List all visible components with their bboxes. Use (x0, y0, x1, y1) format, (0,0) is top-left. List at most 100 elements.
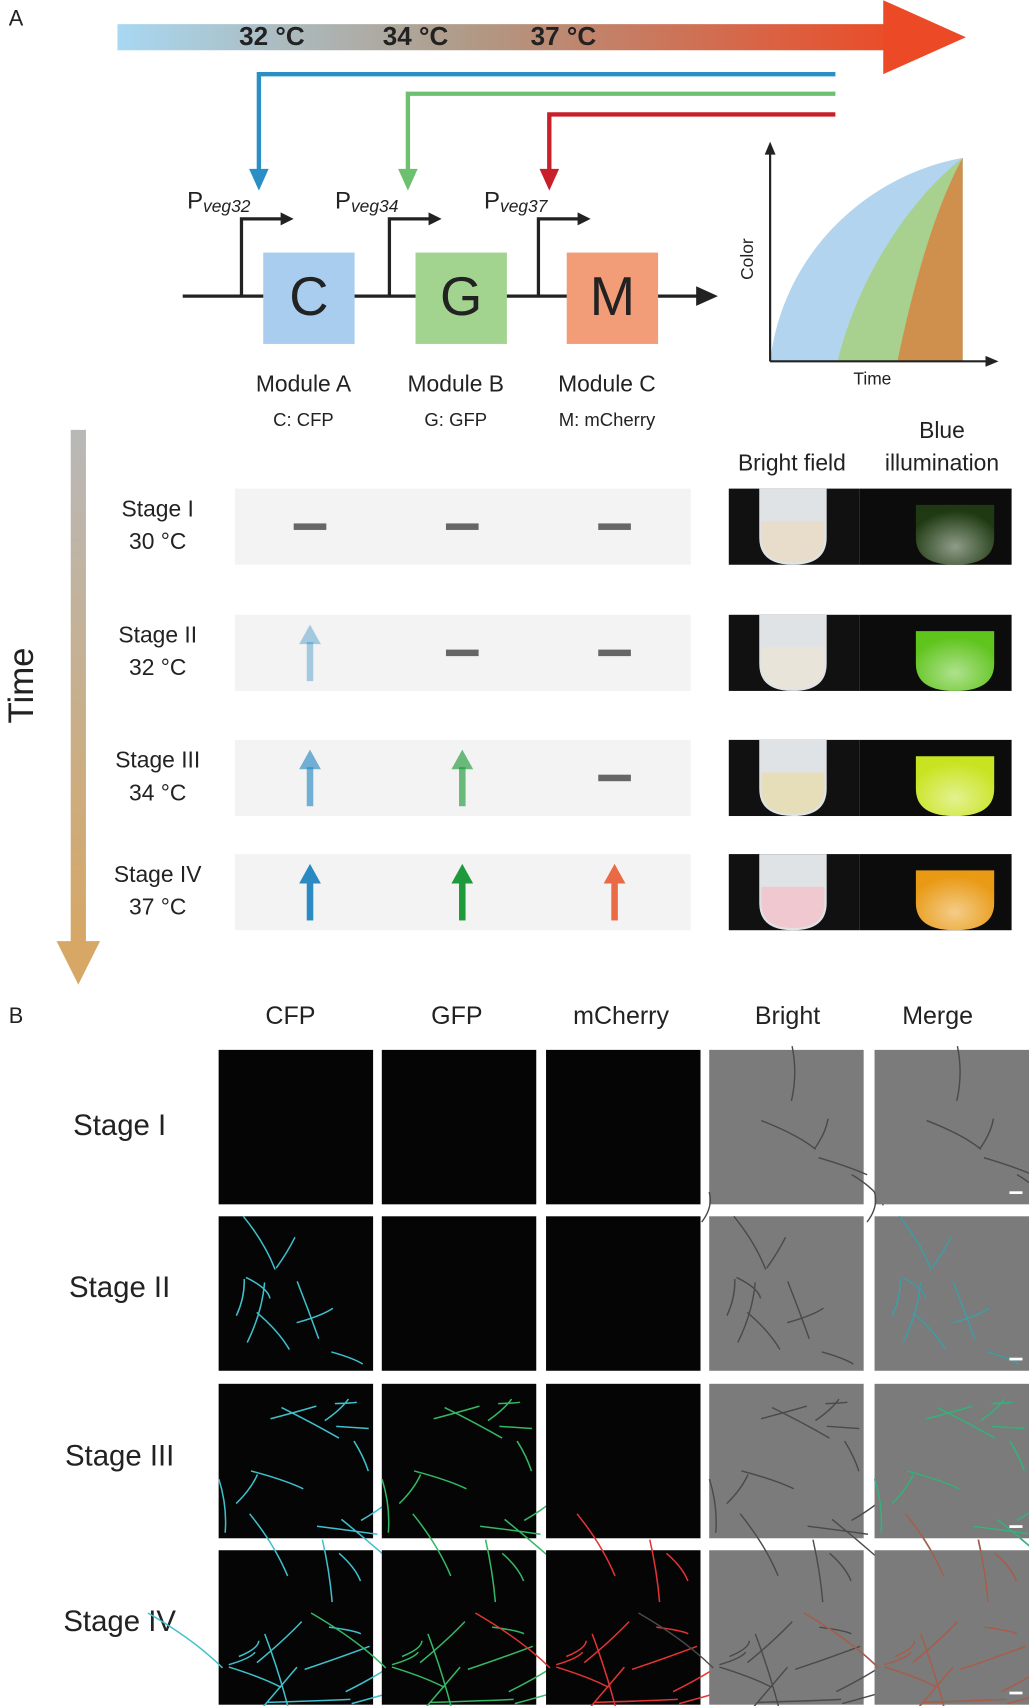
inset-axes (769, 152, 990, 363)
no-change (445, 523, 479, 530)
promoter-label: Pveg34 (335, 188, 399, 216)
inset-y-label: Color (737, 238, 757, 280)
module-letter: G (440, 266, 482, 327)
temperature-arrowhead (883, 0, 966, 75)
row-label: Stage IV (63, 1605, 176, 1638)
promoter (387, 217, 431, 297)
temperature-bar (117, 24, 901, 51)
tube-contents (761, 521, 825, 563)
backbone-arrowhead (696, 286, 718, 306)
micrograph (474, 1513, 772, 1706)
promoter (239, 217, 283, 297)
tube-glow-highlight (915, 870, 995, 931)
no-change (445, 649, 479, 657)
filaments-bright (701, 1046, 884, 1223)
increase-arrow (306, 767, 314, 807)
module-description: M: mCherry (559, 409, 656, 430)
micrograph (381, 1216, 537, 1371)
module-name: Module A (256, 370, 352, 396)
module-description: C: CFP (273, 409, 334, 430)
filaments-fluorescent (891, 1215, 1020, 1365)
increase-arrowhead (451, 749, 474, 770)
promoter-label: Pveg32 (187, 188, 251, 216)
stage-name: Stage I (122, 495, 194, 521)
stage-temperature: 37 °C (129, 894, 186, 920)
no-change (598, 523, 631, 530)
micrograph-background (709, 1049, 864, 1205)
micrograph (218, 1215, 374, 1371)
promoter-arrowhead (428, 212, 442, 226)
filaments-fluorescent (803, 1513, 1029, 1706)
micrograph (218, 1383, 409, 1557)
micrograph-background (381, 1216, 537, 1371)
inset-x-label: Time (853, 368, 891, 388)
module-box (566, 252, 659, 344)
column-header: GFP (431, 1002, 482, 1030)
tube-glow-highlight (915, 631, 995, 691)
micrograph (218, 1049, 374, 1205)
filaments-fluorescent (235, 1215, 364, 1365)
stage-temperature: 32 °C (129, 654, 186, 680)
temperature-label: 37 °C (531, 21, 597, 51)
micrograph (638, 1513, 936, 1706)
stage-temperature: 30 °C (129, 528, 186, 554)
row-label: Stage II (69, 1271, 170, 1304)
module-name: Module C (558, 370, 656, 396)
photo-header: illumination (885, 450, 999, 476)
increase-arrowhead (299, 749, 321, 770)
micrograph-background (381, 1049, 537, 1205)
micrograph-background (218, 1216, 374, 1371)
micrograph-background (218, 1383, 374, 1539)
induction-arrowhead (398, 168, 418, 191)
promoter (536, 217, 580, 297)
micrograph-background (546, 1216, 701, 1371)
tube-contents (761, 886, 825, 929)
increase-arrow (459, 767, 466, 807)
promoter-arrowhead (280, 212, 294, 226)
module-letter: M (590, 266, 635, 327)
promoter-main: P (187, 188, 203, 215)
time-arrow (70, 429, 86, 947)
increase-arrowhead (451, 863, 474, 884)
micrograph-background (546, 1383, 701, 1539)
temperature-label: 32 °C (239, 21, 305, 51)
filaments-fluorescent (874, 1398, 1029, 1547)
promoter-label: Pveg37 (484, 188, 549, 216)
scale-bar (1009, 1691, 1023, 1695)
panel-label: B (9, 1003, 24, 1028)
promoter-main: P (484, 188, 500, 215)
column-header: Bright (755, 1002, 820, 1030)
module-name: Module B (408, 370, 504, 396)
column-header: Merge (902, 1002, 973, 1030)
micrograph (708, 1383, 899, 1557)
time-arrowhead (56, 941, 101, 985)
inset-axis-arrow (985, 355, 999, 367)
no-change (598, 774, 631, 782)
scale-bar (1009, 1191, 1023, 1195)
temperature-label: 34 °C (383, 21, 449, 51)
induction-arrowhead (539, 168, 560, 191)
no-change (293, 523, 327, 530)
increase-arrow (306, 881, 314, 921)
micrograph (866, 1046, 1029, 1223)
micrograph (874, 1383, 1029, 1547)
column-header: CFP (265, 1002, 315, 1030)
induction-arrowhead (249, 168, 269, 191)
tube-contents (761, 772, 825, 814)
increase-arrowhead (299, 624, 321, 645)
time-label: Time (2, 647, 41, 723)
micrograph (310, 1513, 608, 1706)
inset-area-mcherry (897, 157, 963, 362)
row-label: Stage III (65, 1440, 174, 1473)
promoter-sub: veg32 (203, 195, 251, 215)
module-letter: C (289, 266, 328, 327)
micrograph (874, 1215, 1029, 1371)
micrograph (803, 1513, 1029, 1706)
micrograph (701, 1046, 884, 1223)
tube-glow-highlight (915, 756, 995, 817)
photo-header: Blue (919, 417, 965, 443)
photo-header: Bright field (738, 450, 846, 476)
micrograph (147, 1513, 445, 1706)
inset-axis-arrow (764, 141, 776, 155)
